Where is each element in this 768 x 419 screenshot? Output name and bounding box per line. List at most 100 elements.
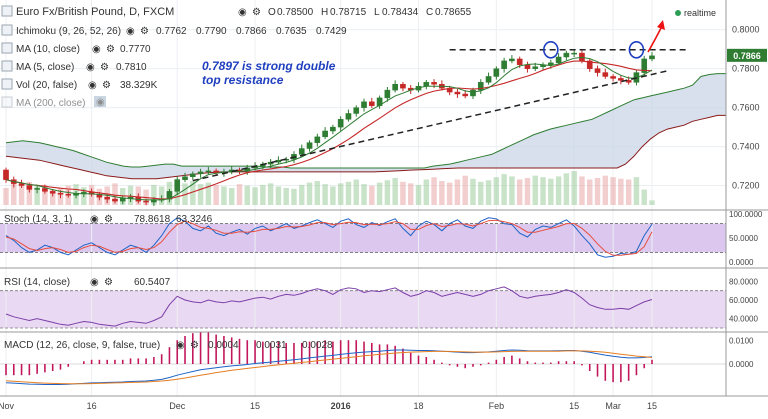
- ma10-settings-icon[interactable]: ⚙: [106, 44, 115, 55]
- ma10-eye-icon[interactable]: ◉: [92, 44, 101, 55]
- time-tick-label: 15: [569, 401, 579, 411]
- double-top-circle-1: [543, 40, 559, 59]
- candle-body: [65, 194, 72, 196]
- rsi-settings-icon[interactable]: ⚙: [104, 277, 113, 288]
- candle-body: [205, 170, 212, 173]
- time-tick-label: Nov: [0, 401, 14, 411]
- volume-bar: [485, 180, 492, 205]
- macd-settings-icon[interactable]: ⚙: [190, 340, 199, 351]
- vol-settings-icon[interactable]: ⚙: [102, 80, 111, 91]
- time-tick-label: 2016: [331, 401, 351, 411]
- rsi-eye-icon[interactable]: ◉: [90, 277, 99, 288]
- volume-bar: [555, 176, 562, 205]
- stoch-settings-icon[interactable]: ⚙: [104, 214, 113, 225]
- candle-body: [34, 188, 40, 190]
- candle-body: [104, 196, 110, 200]
- ma200-hidden-eye-icon[interactable]: [94, 96, 106, 107]
- legend-row-ma10: MA (10, close) ◉ ⚙ 0.7770: [1, 42, 151, 55]
- volume-bar: [244, 185, 251, 205]
- high-value: 0.78715: [330, 7, 367, 18]
- stoch-d-line: [5, 219, 653, 256]
- last-price-badge-bg: [727, 48, 767, 62]
- time-tick-label: 18: [413, 401, 423, 411]
- candle-body: [509, 58, 515, 62]
- volume-bar: [376, 182, 383, 205]
- volume-bar: [314, 181, 321, 205]
- candle-body: [267, 161, 274, 165]
- volume-bar: [361, 184, 367, 205]
- close-label: C: [426, 7, 433, 18]
- ichimoku-settings-icon[interactable]: ⚙: [140, 26, 149, 37]
- collapse-legend-icon[interactable]: [1, 5, 13, 17]
- volume-bar: [260, 184, 266, 205]
- candle-body: [618, 78, 624, 81]
- volume-bar: [633, 177, 640, 205]
- volume-bar: [610, 177, 616, 205]
- stoch-eye-icon[interactable]: ◉: [90, 214, 99, 225]
- vol-value: 38.329K: [120, 80, 158, 91]
- volume-bar: [151, 184, 157, 205]
- legend-controls-main[interactable]: ◉ ⚙: [238, 7, 261, 18]
- volume-bar: [197, 184, 204, 205]
- time-tick-label: Mar: [605, 401, 621, 411]
- volume-bar: [423, 179, 430, 205]
- main-legend: Euro Fx/British Pound, D, FXCM ◉ ⚙ O 0.7…: [1, 5, 716, 109]
- volume-bar: [415, 184, 422, 205]
- eye-icon[interactable]: ◉: [238, 7, 247, 18]
- collapse-ma10-icon[interactable]: [1, 42, 13, 54]
- volume-bar: [524, 177, 531, 205]
- candle-body: [337, 119, 344, 128]
- rsi-tick-label: 40.0000: [729, 315, 758, 324]
- candle-body: [602, 72, 609, 77]
- stoch-d-value: 63.3246: [176, 214, 213, 225]
- candle-body: [649, 55, 655, 60]
- ichimoku-value-5: 0.7429: [316, 26, 347, 37]
- realtime-label: realtime: [684, 8, 716, 18]
- volume-bar: [190, 181, 196, 205]
- collapse-ichimoku-icon[interactable]: [1, 24, 13, 36]
- vol-eye-icon[interactable]: ◉: [88, 80, 97, 91]
- macd-eye-icon[interactable]: ◉: [176, 340, 185, 351]
- ichimoku-value-2: 0.7790: [196, 26, 227, 37]
- ma5-line: [5, 56, 653, 201]
- stoch-tick-label: 50.0000: [729, 234, 758, 243]
- collapse-ma200-icon[interactable]: [1, 96, 13, 108]
- trend-line: [192, 69, 671, 182]
- collapse-ma5-icon[interactable]: [1, 60, 13, 72]
- volume-bar: [205, 182, 212, 205]
- candle-body: [610, 76, 616, 79]
- price-tick-label: 0.7200: [732, 181, 760, 191]
- volume-bar: [345, 181, 352, 205]
- volume-bar: [213, 184, 219, 205]
- ma5-label: MA (5, close): [16, 62, 74, 73]
- volume-bar: [236, 184, 243, 205]
- volume-bar: [283, 188, 289, 205]
- volume-bar: [26, 181, 33, 205]
- time-tick-label: 15: [647, 401, 657, 411]
- volume-bar: [493, 177, 500, 205]
- volume-bar: [478, 181, 484, 205]
- ichimoku-value-3: 0.7866: [236, 26, 267, 37]
- collapse-vol-icon[interactable]: [1, 78, 13, 90]
- rsi-line: [5, 286, 653, 327]
- double-top-circle-2: [628, 40, 645, 59]
- settings-icon[interactable]: ⚙: [252, 7, 261, 18]
- candle-body: [151, 199, 157, 203]
- volume-bar: [400, 181, 406, 205]
- volume-bar: [392, 177, 398, 205]
- legend-row-ichimoku: Ichimoku (9, 26, 52, 26) ◉ ⚙ 0.7762 0.77…: [1, 24, 347, 37]
- ichimoku-eye-icon[interactable]: ◉: [126, 26, 135, 37]
- volume-bar: [439, 181, 445, 205]
- price-axis-panel: [726, 0, 768, 396]
- ma5-settings-icon[interactable]: ⚙: [100, 62, 109, 73]
- volume-bar: [252, 187, 258, 205]
- candle-body: [516, 58, 523, 66]
- last-price-value: 0.7866: [733, 51, 761, 61]
- ichimoku-value-4: 0.7635: [276, 26, 307, 37]
- candle-body: [330, 126, 336, 132]
- volume-bar: [563, 173, 570, 205]
- candle-body: [625, 80, 632, 83]
- ma5-eye-icon[interactable]: ◉: [86, 62, 95, 73]
- volume-bar: [470, 178, 476, 205]
